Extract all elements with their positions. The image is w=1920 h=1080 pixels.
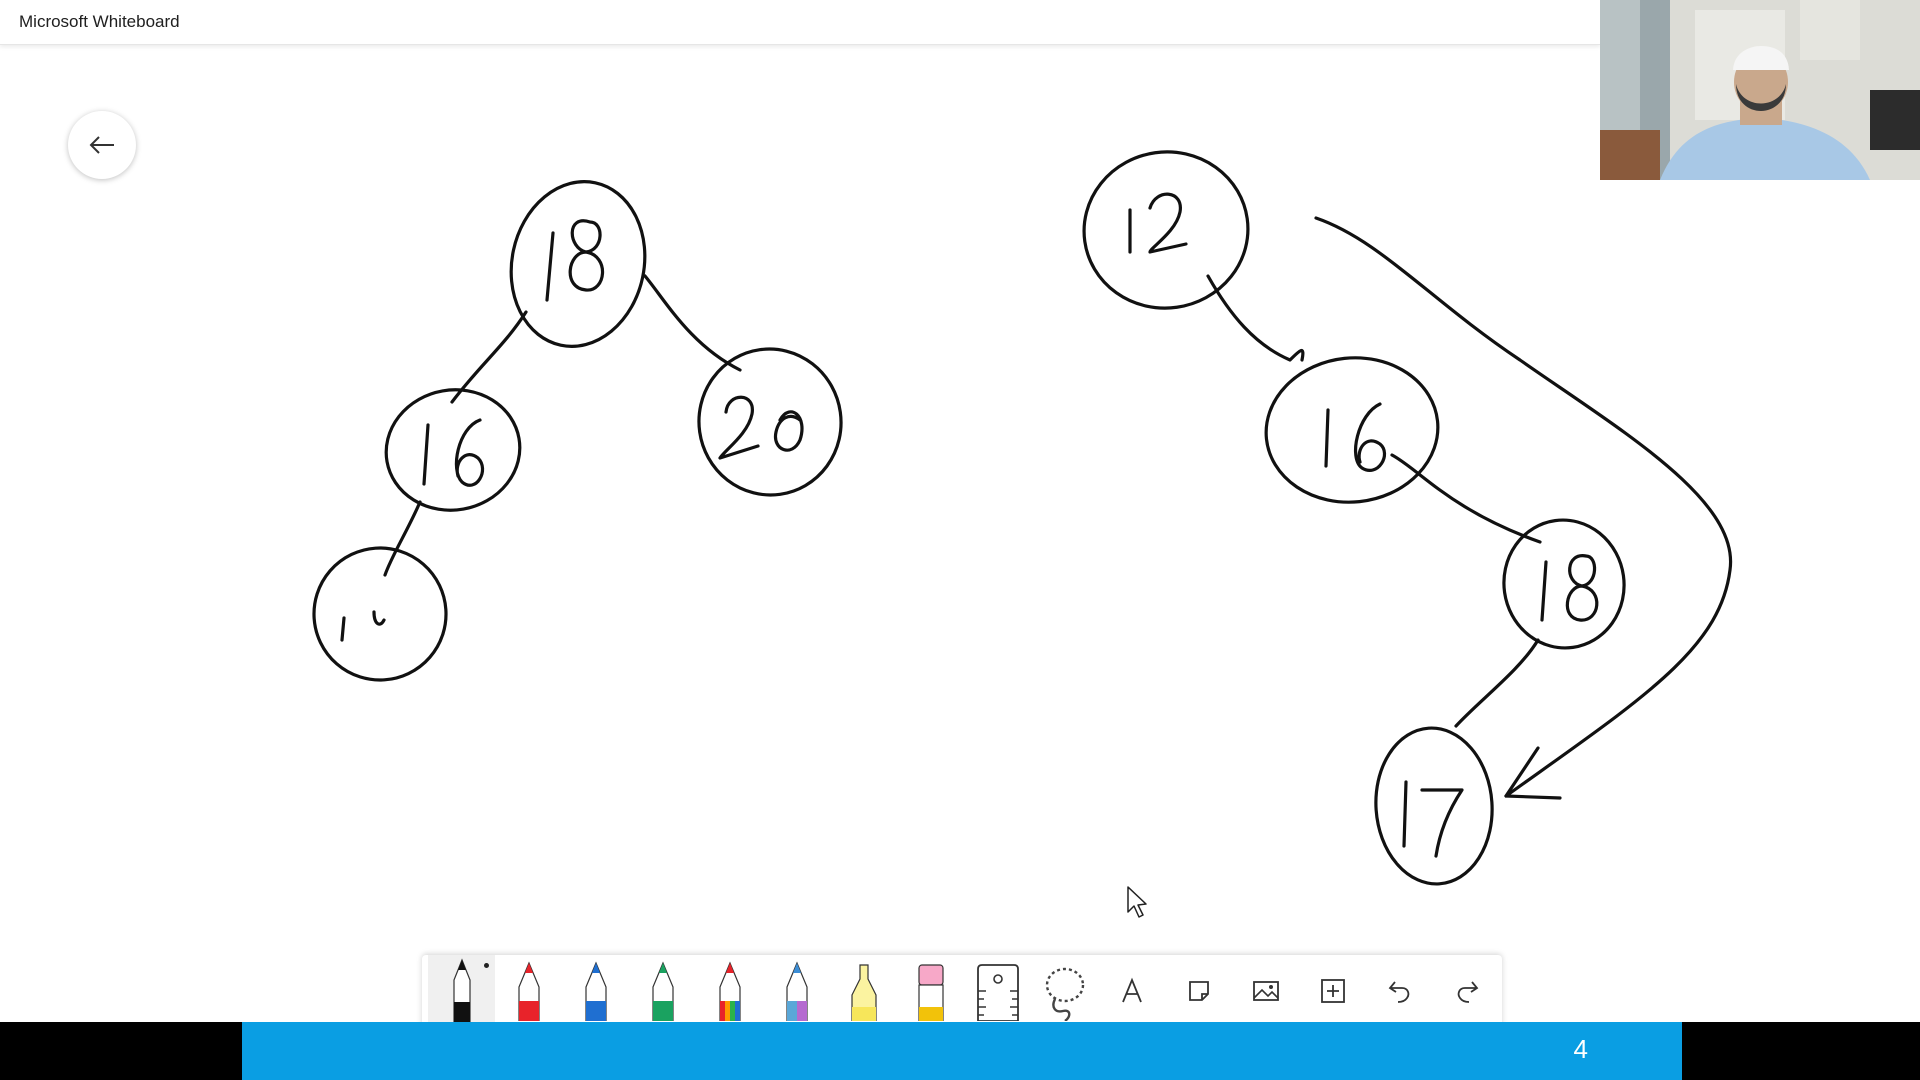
app-title: Microsoft Whiteboard	[19, 12, 180, 31]
green-pen-icon	[651, 961, 674, 1021]
black-pen-icon	[452, 958, 471, 1024]
edge-18-20	[643, 274, 742, 372]
red-pen-tool[interactable]	[495, 955, 562, 1027]
text-tool[interactable]	[1098, 955, 1165, 1027]
node-17-circle	[1374, 726, 1494, 886]
black-pen-tool[interactable]	[428, 955, 495, 1027]
blue-pen-tool[interactable]	[562, 955, 629, 1027]
image-tool[interactable]	[1232, 955, 1299, 1027]
back-button[interactable]	[68, 111, 136, 179]
redo-button[interactable]	[1433, 955, 1500, 1027]
node-16b-circle	[1264, 356, 1440, 504]
node-18b-text	[1540, 554, 1599, 622]
bottom-left-bar	[0, 1022, 242, 1080]
left-tree	[312, 180, 843, 682]
ruler-icon	[976, 964, 1019, 1021]
blue-pen-icon	[584, 961, 607, 1021]
galaxy-pen-tool[interactable]	[763, 955, 830, 1027]
arrow-12-to-17	[1314, 216, 1733, 798]
rainbow-pen-tool[interactable]	[696, 955, 763, 1027]
ruler-tool[interactable]	[964, 955, 1031, 1027]
node-20-text	[718, 395, 804, 460]
node-18-text	[545, 219, 605, 302]
lasso-icon	[1045, 967, 1084, 1021]
add-icon	[1320, 979, 1345, 1003]
node-18-circle	[509, 180, 647, 348]
node-18b-circle	[1502, 518, 1626, 650]
edge-12-16	[1206, 274, 1305, 362]
undo-icon	[1388, 981, 1409, 1003]
node-12-text	[1128, 192, 1188, 254]
image-icon	[1252, 981, 1279, 1001]
bottom-right-bar	[1682, 1022, 1920, 1080]
node-leaf-text	[340, 610, 386, 642]
eraser-tool[interactable]	[897, 955, 964, 1027]
edge-16-leaf	[383, 500, 422, 577]
highlighter-icon	[850, 964, 877, 1021]
red-pen-icon	[517, 961, 540, 1021]
edge-16-18	[1390, 453, 1542, 544]
insert-tool[interactable]	[1299, 955, 1366, 1027]
right-tree	[1082, 150, 1733, 886]
node-20-circle	[697, 347, 843, 497]
arrow-head	[1504, 746, 1562, 800]
lasso-tool[interactable]	[1031, 955, 1098, 1027]
selected-indicator	[484, 963, 489, 968]
node-17-text	[1402, 780, 1464, 858]
highlighter-tool[interactable]	[830, 955, 897, 1027]
undo-button[interactable]	[1366, 955, 1433, 1027]
node-leaf-circle	[312, 546, 448, 682]
note-tool[interactable]	[1165, 955, 1232, 1027]
mouse-cursor	[1127, 886, 1147, 918]
bottom-bar: 4	[242, 1022, 1682, 1080]
arrow-left-icon	[89, 136, 114, 154]
galaxy-pen-icon	[785, 961, 808, 1021]
page-number: 4	[1573, 1034, 1588, 1064]
node-16b-text	[1324, 402, 1387, 472]
ink-toolbar	[422, 955, 1502, 1027]
node-16-text	[422, 418, 485, 487]
edge-18-17	[1454, 638, 1540, 728]
webcam-video	[1600, 0, 1920, 180]
rainbow-pen-icon	[718, 961, 741, 1021]
text-icon	[1121, 977, 1142, 1003]
green-pen-tool[interactable]	[629, 955, 696, 1027]
presenter-video	[1600, 0, 1920, 180]
node-12-circle	[1082, 150, 1250, 310]
title-bar: Microsoft Whiteboard	[0, 0, 1600, 45]
note-icon	[1188, 981, 1209, 1001]
eraser-icon	[917, 964, 944, 1021]
redo-icon	[1457, 981, 1478, 1003]
node-16-circle	[384, 388, 522, 512]
